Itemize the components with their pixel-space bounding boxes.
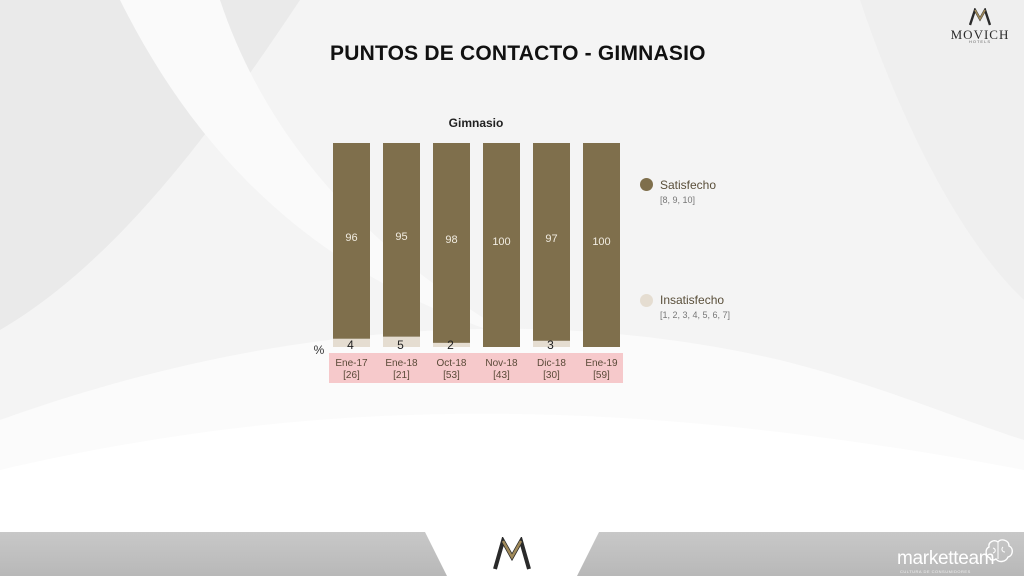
bar-unsatisfied bbox=[383, 336, 420, 347]
chart-title: Gimnasio bbox=[449, 116, 504, 130]
sample-size-label: [21] bbox=[393, 370, 410, 381]
bar-satisfied bbox=[583, 143, 620, 347]
legend-scale-unsatisfied: [1, 2, 3, 4, 5, 6, 7] bbox=[660, 310, 731, 320]
data-label-satisfied: 95 bbox=[395, 231, 407, 243]
sample-size-label: [43] bbox=[493, 370, 510, 381]
footer-center-panel bbox=[447, 532, 577, 576]
data-label-satisfied: 100 bbox=[592, 236, 610, 248]
category-label: Ene-18 bbox=[385, 358, 418, 369]
legend-scale-satisfied: [8, 9, 10] bbox=[660, 195, 696, 205]
data-label-satisfied: 98 bbox=[445, 234, 457, 246]
legend-label-satisfied: Satisfecho bbox=[660, 178, 717, 192]
bar-unsatisfied bbox=[433, 342, 470, 347]
marketteam-subtitle: CULTURA DE CONSUMIDORES bbox=[900, 569, 971, 574]
data-label-unsatisfied: 5 bbox=[397, 338, 404, 352]
category-label: Oct-18 bbox=[436, 358, 466, 369]
brain-icon bbox=[985, 539, 1013, 563]
bar-satisfied bbox=[333, 143, 370, 339]
bar-satisfied bbox=[483, 143, 520, 347]
data-label-satisfied: 97 bbox=[545, 233, 557, 245]
category-band bbox=[329, 353, 623, 383]
bar-satisfied bbox=[383, 143, 420, 337]
legend-swatch-satisfied bbox=[640, 178, 653, 191]
data-label-unsatisfied: 4 bbox=[347, 338, 354, 352]
sample-size-label: [26] bbox=[343, 370, 360, 381]
marketteam-logo: marketteam bbox=[897, 548, 995, 569]
footer-notch-left bbox=[425, 532, 447, 576]
movich-logo: MOVICH HOTELS bbox=[940, 8, 1020, 44]
brand-name: MOVICH bbox=[950, 27, 1010, 42]
footer-notch-right bbox=[577, 532, 599, 576]
bar-satisfied bbox=[433, 143, 470, 343]
sample-size-label: [53] bbox=[443, 370, 460, 381]
data-label-unsatisfied: 3 bbox=[547, 338, 554, 352]
category-label: Ene-17 bbox=[335, 358, 368, 369]
category-label: Ene-19 bbox=[585, 358, 618, 369]
sample-size-label: [59] bbox=[593, 370, 610, 381]
data-label-satisfied: 100 bbox=[492, 236, 510, 248]
bar-satisfied bbox=[533, 143, 570, 341]
category-label: Nov-18 bbox=[485, 358, 518, 369]
category-label: Dic-18 bbox=[537, 358, 566, 369]
bar-unsatisfied bbox=[533, 340, 570, 347]
data-label-unsatisfied: 2 bbox=[447, 338, 454, 352]
legend-label-unsatisfied: Insatisfecho bbox=[660, 293, 725, 307]
bar-unsatisfied bbox=[333, 338, 370, 347]
legend-swatch-unsatisfied bbox=[640, 294, 653, 307]
unit-label: % bbox=[314, 343, 325, 357]
brand-subtitle: HOTELS bbox=[968, 39, 991, 44]
page-title: PUNTOS DE CONTACTO - GIMNASIO bbox=[330, 42, 706, 65]
data-label-satisfied: 96 bbox=[345, 232, 357, 244]
movich-logo-icon bbox=[969, 8, 991, 26]
sample-size-label: [30] bbox=[543, 370, 560, 381]
movich-m-emblem-icon bbox=[493, 537, 531, 570]
